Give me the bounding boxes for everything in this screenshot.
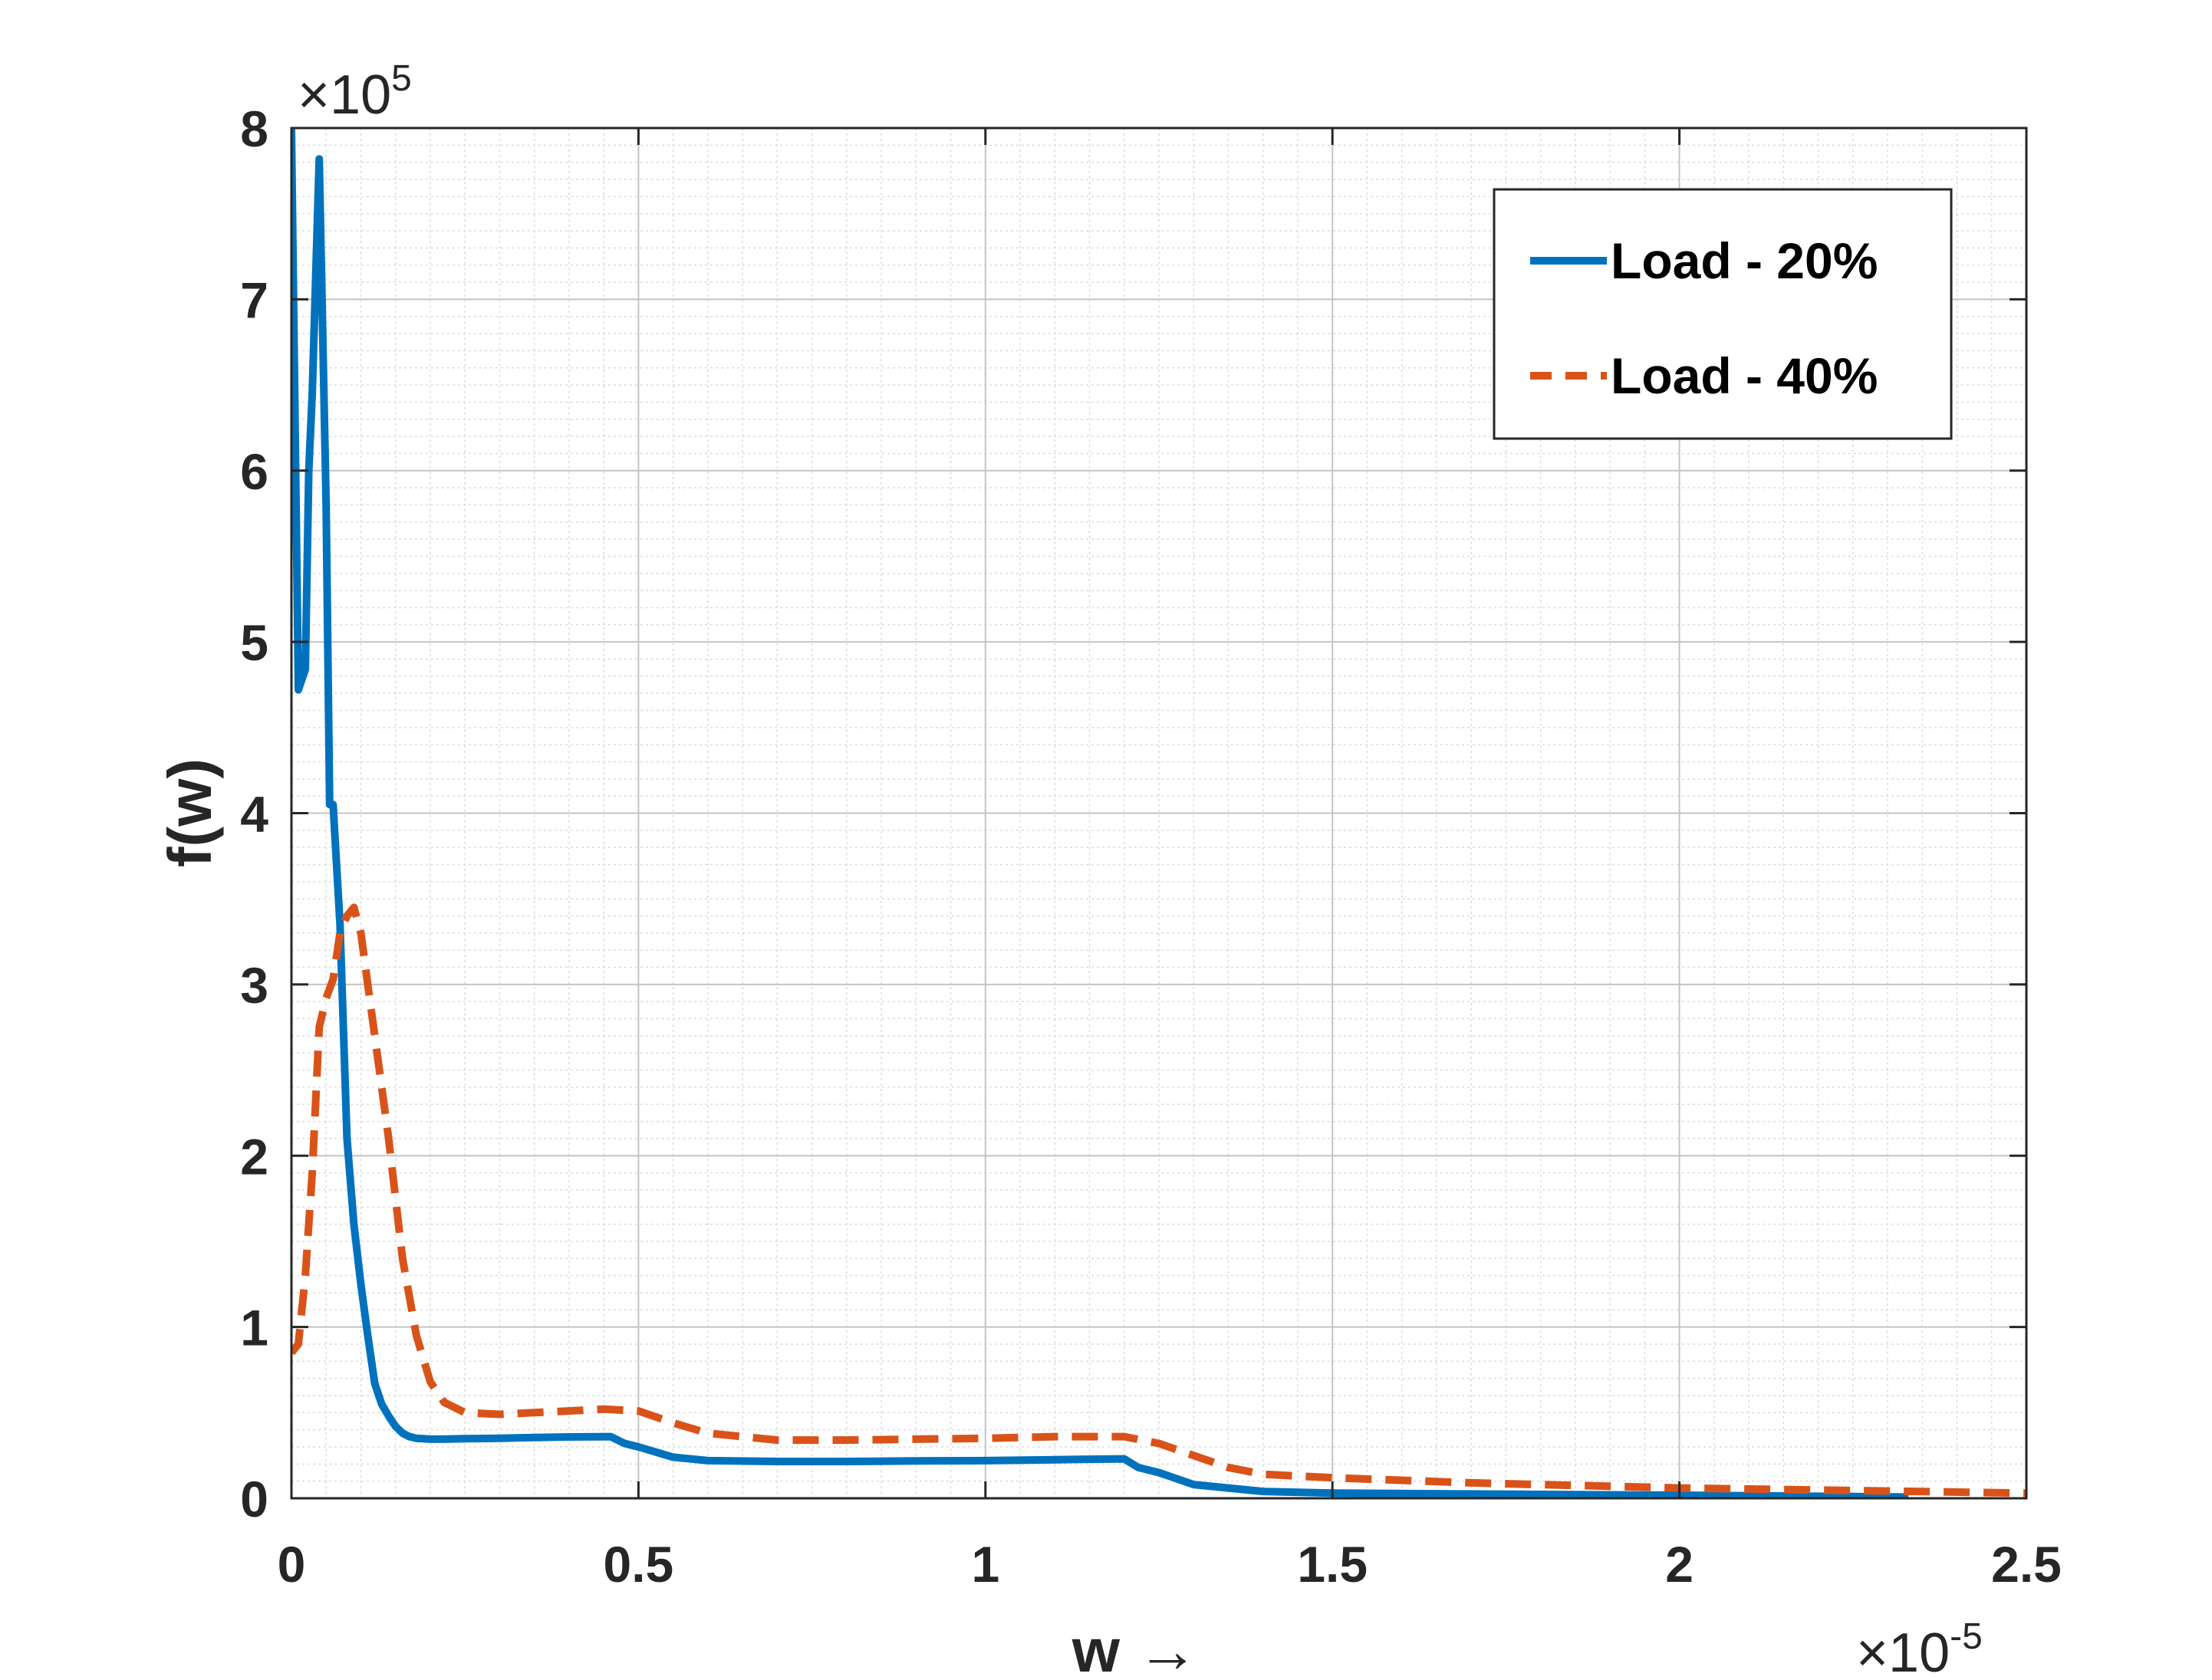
y-tick-label: 2 <box>240 1128 268 1185</box>
y-tick-labels: 0 1 2 3 4 5 6 7 8 <box>240 100 268 1527</box>
x-axis-label: w → <box>1071 1616 1198 1680</box>
y-tick-label: 6 <box>240 443 268 500</box>
y-tick-label: 8 <box>240 100 268 157</box>
legend-label-load-20: Load - 20% <box>1611 232 1878 289</box>
x-tick-label: 2.5 <box>1991 1536 2062 1593</box>
x-exponent-base: ×10 <box>1856 1622 1950 1680</box>
legend-box <box>1493 188 1953 440</box>
y-tick-label: 0 <box>240 1471 268 1527</box>
y-exponent-base: ×10 <box>298 64 391 126</box>
y-axis-label: f(w) <box>156 758 224 867</box>
tick-marks <box>290 127 2028 1500</box>
legend-label-load-40: Load - 40% <box>1611 347 1878 404</box>
y-tick-label: 4 <box>240 786 268 843</box>
series-line-load-40 <box>291 903 2026 1498</box>
x-tick-labels: 0 0.5 1 1.5 2 2.5 <box>278 1536 2062 1593</box>
series-layer <box>291 128 2026 1498</box>
x-tick-label: 1.5 <box>1297 1536 1368 1593</box>
y-tick-label: 7 <box>240 271 268 328</box>
legend: Load - 20% Load - 40% <box>1493 188 1953 440</box>
series-line-load-20 <box>291 128 1909 1498</box>
x-tick-label: 0.5 <box>604 1536 674 1593</box>
x-tick-label: 0 <box>278 1536 306 1593</box>
x-tick-label: 2 <box>1665 1536 1694 1593</box>
y-tick-label: 5 <box>240 614 268 671</box>
x-tick-label: 1 <box>971 1536 999 1593</box>
y-exponent-label: ×105 <box>298 58 412 126</box>
y-exponent-power: 5 <box>391 58 412 99</box>
y-tick-label: 3 <box>240 957 268 1014</box>
y-tick-label: 1 <box>240 1300 268 1356</box>
x-exponent-label: ×10-5 <box>1856 1616 1983 1680</box>
x-exponent-power: -5 <box>1950 1616 1983 1657</box>
